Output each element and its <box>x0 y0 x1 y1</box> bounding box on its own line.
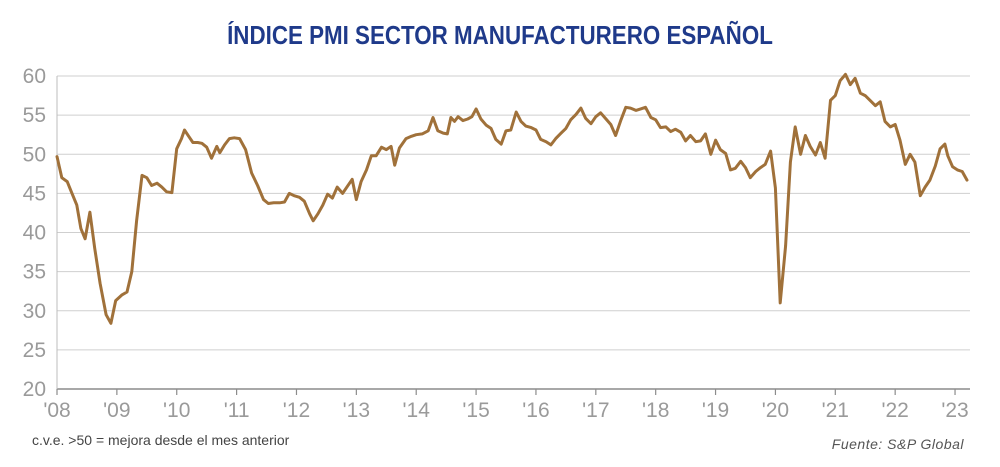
y-tick-label: 50 <box>23 143 46 166</box>
series-line-pmi <box>55 72 969 325</box>
x-tick-label: '14 <box>403 399 431 422</box>
x-tick-label: '21 <box>822 399 849 422</box>
x-tick-label: '23 <box>941 399 968 422</box>
y-tick-label: 55 <box>23 104 46 127</box>
x-axis-ticks: '08 '09 '10 '11 '12 '13 '14 '15 '16 '17 '18 '19 '20 '… <box>43 389 969 422</box>
series-layer <box>55 72 969 325</box>
y-tick-label: 40 <box>23 222 46 245</box>
x-tick-label: '20 <box>762 399 789 422</box>
y-tick-label: 30 <box>23 300 46 323</box>
x-tick-label: '12 <box>283 399 310 422</box>
y-axis-ticks: 60 55 50 45 40 35 30 25 20 <box>23 65 46 401</box>
chart-title: ÍNDICE PMI SECTOR MANUFACTURERO ESPAÑOL <box>227 20 773 50</box>
x-tick-label: '18 <box>642 399 669 422</box>
x-tick-label: '09 <box>103 399 130 422</box>
x-tick-label: '08 <box>43 399 70 422</box>
y-tick-label: 25 <box>23 339 46 362</box>
x-tick-label: '17 <box>582 399 609 422</box>
x-tick-label: '10 <box>163 399 190 422</box>
x-tick-label: '19 <box>702 399 729 422</box>
x-tick-label: '22 <box>881 399 908 422</box>
y-tick-label: 20 <box>23 378 46 401</box>
y-tick-label: 35 <box>23 261 46 284</box>
x-tick-label: '13 <box>343 399 370 422</box>
x-tick-label: '16 <box>522 399 549 422</box>
y-tick-label: 60 <box>23 65 46 88</box>
source-credit: Fuente: S&P Global <box>831 436 964 452</box>
x-tick-label: '11 <box>224 399 250 422</box>
footnote: c.v.e. >50 = mejora desde el mes anterio… <box>32 432 290 448</box>
x-tick-label: '15 <box>462 399 489 422</box>
y-tick-label: 45 <box>23 182 46 205</box>
